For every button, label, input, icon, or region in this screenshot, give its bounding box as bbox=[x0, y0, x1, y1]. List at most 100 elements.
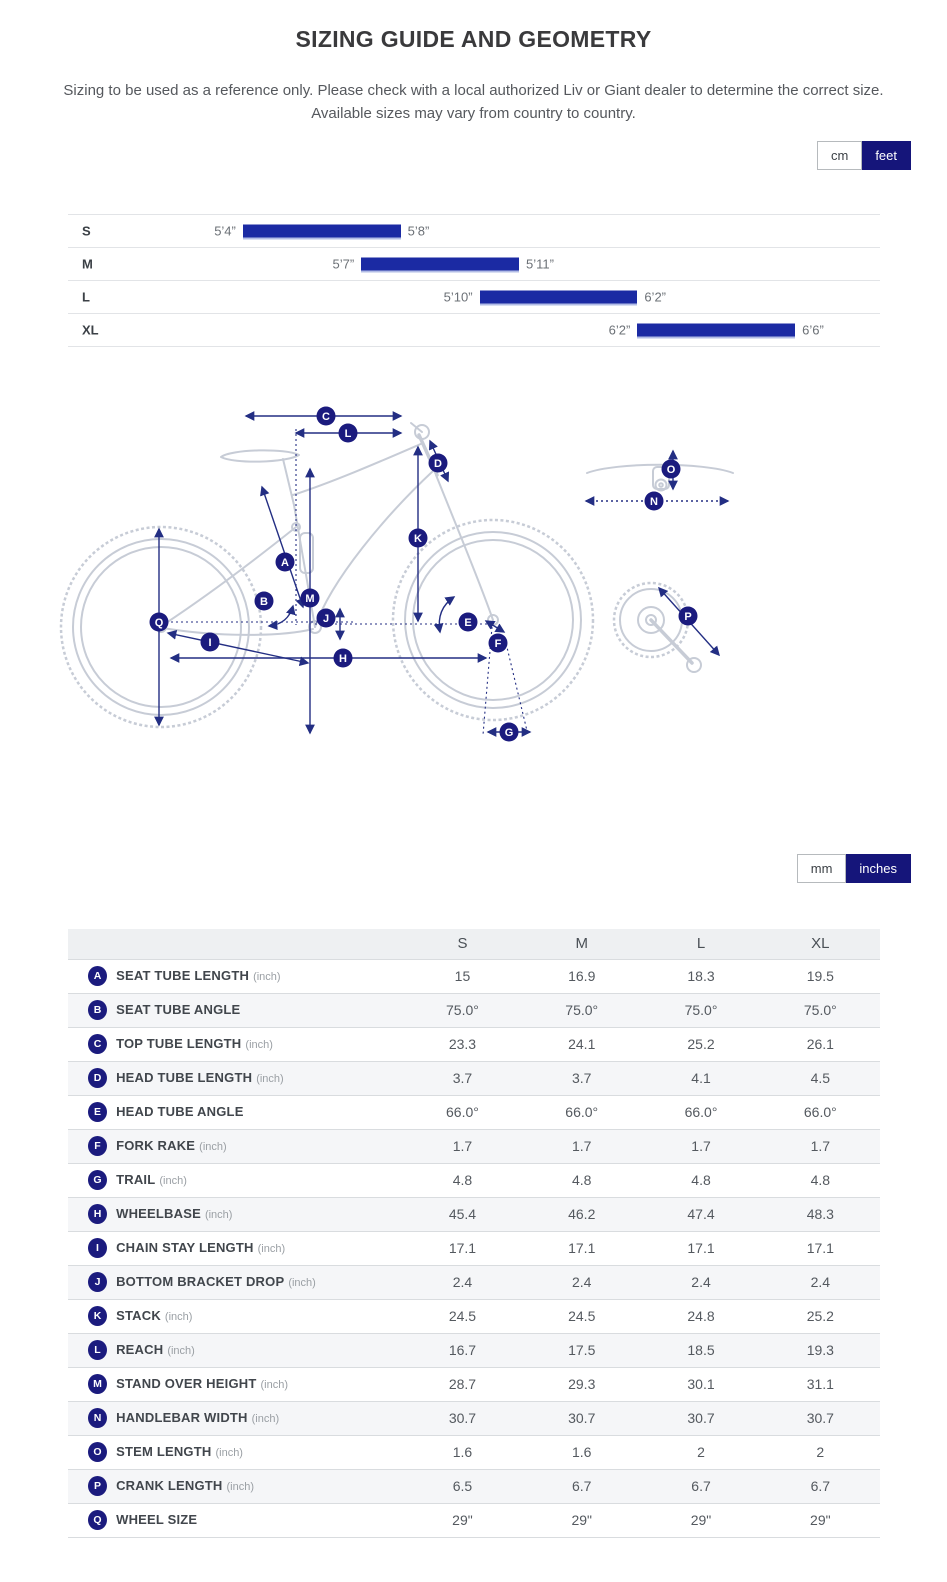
value-s: 75.0° bbox=[446, 1002, 479, 1018]
value-xl: 19.3 bbox=[806, 1342, 834, 1358]
measurement-label: STEM LENGTH bbox=[116, 1444, 212, 1459]
height-range-to-label: 5’11” bbox=[526, 256, 554, 272]
height-unit-toggle: cm feet bbox=[816, 141, 911, 170]
geometry-table: S M L XL A SEAT TUBE LENGTH (inch) 15 16.… bbox=[68, 929, 880, 1538]
measurement-unit: (inch) bbox=[245, 1039, 273, 1051]
column-header-xl: XL bbox=[760, 929, 880, 960]
value-xl: 66.0° bbox=[803, 1104, 837, 1120]
measure-unit-toggle: mm inches bbox=[796, 854, 911, 883]
svg-text:K: K bbox=[414, 533, 422, 545]
size-label: XL bbox=[82, 322, 99, 338]
toggle-feet-button[interactable]: feet bbox=[862, 141, 911, 170]
value-xl: 30.7 bbox=[806, 1410, 834, 1426]
measurement-label: SEAT TUBE LENGTH bbox=[116, 968, 250, 983]
table-row: N HANDLEBAR WIDTH (inch) 30.7 30.7 30.7 3… bbox=[68, 1401, 880, 1435]
value-s: 1.6 bbox=[452, 1444, 473, 1460]
value-m: 75.0° bbox=[565, 1002, 599, 1018]
measurement-label: SEAT TUBE ANGLE bbox=[116, 1002, 241, 1017]
column-header-l: L bbox=[641, 929, 761, 960]
toggle-mm-button[interactable]: mm bbox=[796, 854, 847, 883]
table-row: G TRAIL (inch) 4.8 4.8 4.8 4.8 bbox=[68, 1163, 880, 1197]
value-m: 17.1 bbox=[568, 1240, 596, 1256]
svg-text:Q: Q bbox=[155, 617, 164, 629]
measurement-unit: (inch) bbox=[164, 1311, 193, 1323]
value-m: 46.2 bbox=[568, 1206, 596, 1222]
measurement-unit: (inch) bbox=[260, 1379, 288, 1391]
table-row: H WHEELBASE (inch) 45.4 46.2 47.4 48.3 bbox=[68, 1197, 880, 1231]
column-header-s: S bbox=[402, 929, 523, 960]
size-chart-row: S 5’4” 5’8” bbox=[68, 214, 880, 247]
measurement-unit: (inch) bbox=[253, 971, 281, 983]
value-s: 17.1 bbox=[448, 1240, 477, 1256]
measurement-unit: (inch) bbox=[204, 1209, 233, 1221]
row-letter-badge: D bbox=[88, 1068, 107, 1088]
value-xl: 31.1 bbox=[806, 1376, 834, 1392]
value-m: 1.6 bbox=[572, 1444, 592, 1460]
subtitle-line-2: Available sizes may vary from country to… bbox=[311, 105, 636, 122]
measurement-label: WHEELBASE bbox=[116, 1206, 201, 1221]
value-l: 66.0° bbox=[684, 1104, 718, 1120]
measurement-unit: (inch) bbox=[226, 1481, 255, 1493]
value-m: 29" bbox=[571, 1512, 592, 1528]
value-m: 6.7 bbox=[572, 1478, 592, 1494]
value-s: 1.7 bbox=[452, 1138, 473, 1154]
value-s: 30.7 bbox=[448, 1410, 477, 1426]
row-letter-badge: F bbox=[88, 1136, 107, 1156]
value-m: 2.4 bbox=[572, 1274, 592, 1290]
table-row: O STEM LENGTH (inch) 1.6 1.6 2 2 bbox=[68, 1435, 880, 1469]
diagram-badge-h: H bbox=[333, 648, 353, 668]
value-s: 23.3 bbox=[448, 1036, 477, 1052]
value-s: 6.5 bbox=[452, 1478, 473, 1494]
size-label: M bbox=[82, 256, 93, 272]
measurement-label: WHEEL SIZE bbox=[116, 1512, 198, 1527]
svg-text:G: G bbox=[505, 727, 514, 739]
row-letter-badge: J bbox=[88, 1272, 107, 1292]
value-l: 2.4 bbox=[691, 1274, 711, 1290]
measurement-label: HANDLEBAR WIDTH bbox=[116, 1410, 248, 1425]
value-l: 18.3 bbox=[687, 968, 715, 984]
value-s: 15 bbox=[454, 968, 471, 984]
header-spacer bbox=[68, 929, 107, 960]
table-row: A SEAT TUBE LENGTH (inch) 15 16.9 18.3 19… bbox=[68, 959, 880, 993]
diagram-badge-c: C bbox=[316, 406, 336, 426]
row-letter-badge: G bbox=[88, 1170, 107, 1190]
row-letter-badge: N bbox=[88, 1408, 107, 1428]
bike-geometry-drawing: A B C D E F G H I J K L M N O P Q bbox=[59, 406, 734, 742]
value-m: 17.5 bbox=[568, 1342, 596, 1358]
row-letter-badge: L bbox=[88, 1340, 107, 1360]
diagram-badge-p: P bbox=[678, 606, 698, 626]
value-l: 18.5 bbox=[687, 1342, 715, 1358]
value-xl: 26.1 bbox=[806, 1036, 834, 1052]
table-row: J BOTTOM BRACKET DROP (inch) 2.4 2.4 2.4 … bbox=[68, 1265, 880, 1299]
svg-text:O: O bbox=[667, 464, 676, 476]
value-l: 17.1 bbox=[687, 1240, 715, 1256]
value-m: 3.7 bbox=[572, 1070, 592, 1086]
size-label: S bbox=[82, 223, 91, 239]
height-range-bar bbox=[637, 323, 796, 337]
value-l: 47.4 bbox=[687, 1206, 715, 1222]
measurement-label: CHAIN STAY LENGTH bbox=[116, 1240, 254, 1255]
diagram-badge-a: A bbox=[275, 552, 295, 572]
value-s: 28.7 bbox=[448, 1376, 477, 1392]
svg-text:D: D bbox=[434, 458, 442, 470]
svg-text:A: A bbox=[281, 557, 289, 569]
measurement-unit: (inch) bbox=[257, 1243, 286, 1255]
measurement-unit: (inch) bbox=[199, 1141, 227, 1153]
value-xl: 75.0° bbox=[803, 1002, 837, 1018]
table-row: D HEAD TUBE LENGTH (inch) 3.7 3.7 4.1 4.5 bbox=[68, 1061, 880, 1095]
size-chart-row: L 5’10” 6’2” bbox=[68, 280, 880, 313]
toggle-inches-button[interactable]: inches bbox=[846, 854, 911, 883]
diagram-badge-g: G bbox=[499, 722, 519, 742]
value-m: 29.3 bbox=[568, 1376, 596, 1392]
toggle-cm-button[interactable]: cm bbox=[816, 141, 863, 170]
value-l: 6.7 bbox=[691, 1478, 711, 1494]
header-spacer bbox=[106, 929, 403, 960]
measurement-label: CRANK LENGTH bbox=[116, 1478, 223, 1493]
value-s: 29" bbox=[452, 1512, 473, 1528]
value-l: 29" bbox=[690, 1512, 712, 1528]
svg-text:I: I bbox=[208, 637, 211, 649]
value-m: 24.5 bbox=[568, 1308, 596, 1324]
svg-text:J: J bbox=[323, 613, 329, 625]
value-l: 25.2 bbox=[687, 1036, 715, 1052]
handlebar-top-view-drawing bbox=[586, 463, 734, 492]
